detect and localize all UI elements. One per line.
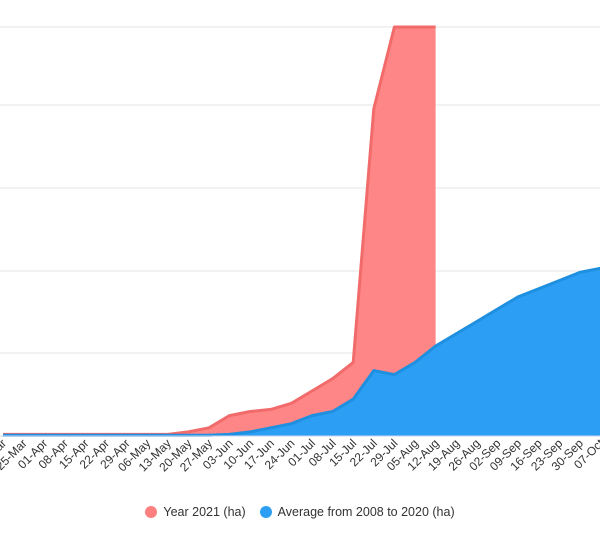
series-areas — [3, 25, 600, 437]
legend-label-year-2021: Year 2021 (ha) — [163, 505, 246, 519]
legend-item-average[interactable]: Average from 2008 to 2020 (ha) — [259, 505, 455, 519]
series-line-average — [3, 266, 600, 437]
series-area-average[interactable] — [3, 268, 600, 436]
legend-swatch-average — [259, 506, 272, 518]
chart-legend: Year 2021 (ha) Average from 2008 to 2020… — [0, 500, 600, 524]
legend-label-average: Average from 2008 to 2020 (ha) — [277, 505, 455, 519]
legend-item-year-2021[interactable]: Year 2021 (ha) — [145, 505, 246, 519]
grid-lines — [0, 26, 600, 354]
x-axis: 18-Mar25-Mar01-Apr08-Apr15-Apr22-Apr29-A… — [0, 435, 600, 474]
legend-swatch-year-2021 — [145, 506, 158, 518]
